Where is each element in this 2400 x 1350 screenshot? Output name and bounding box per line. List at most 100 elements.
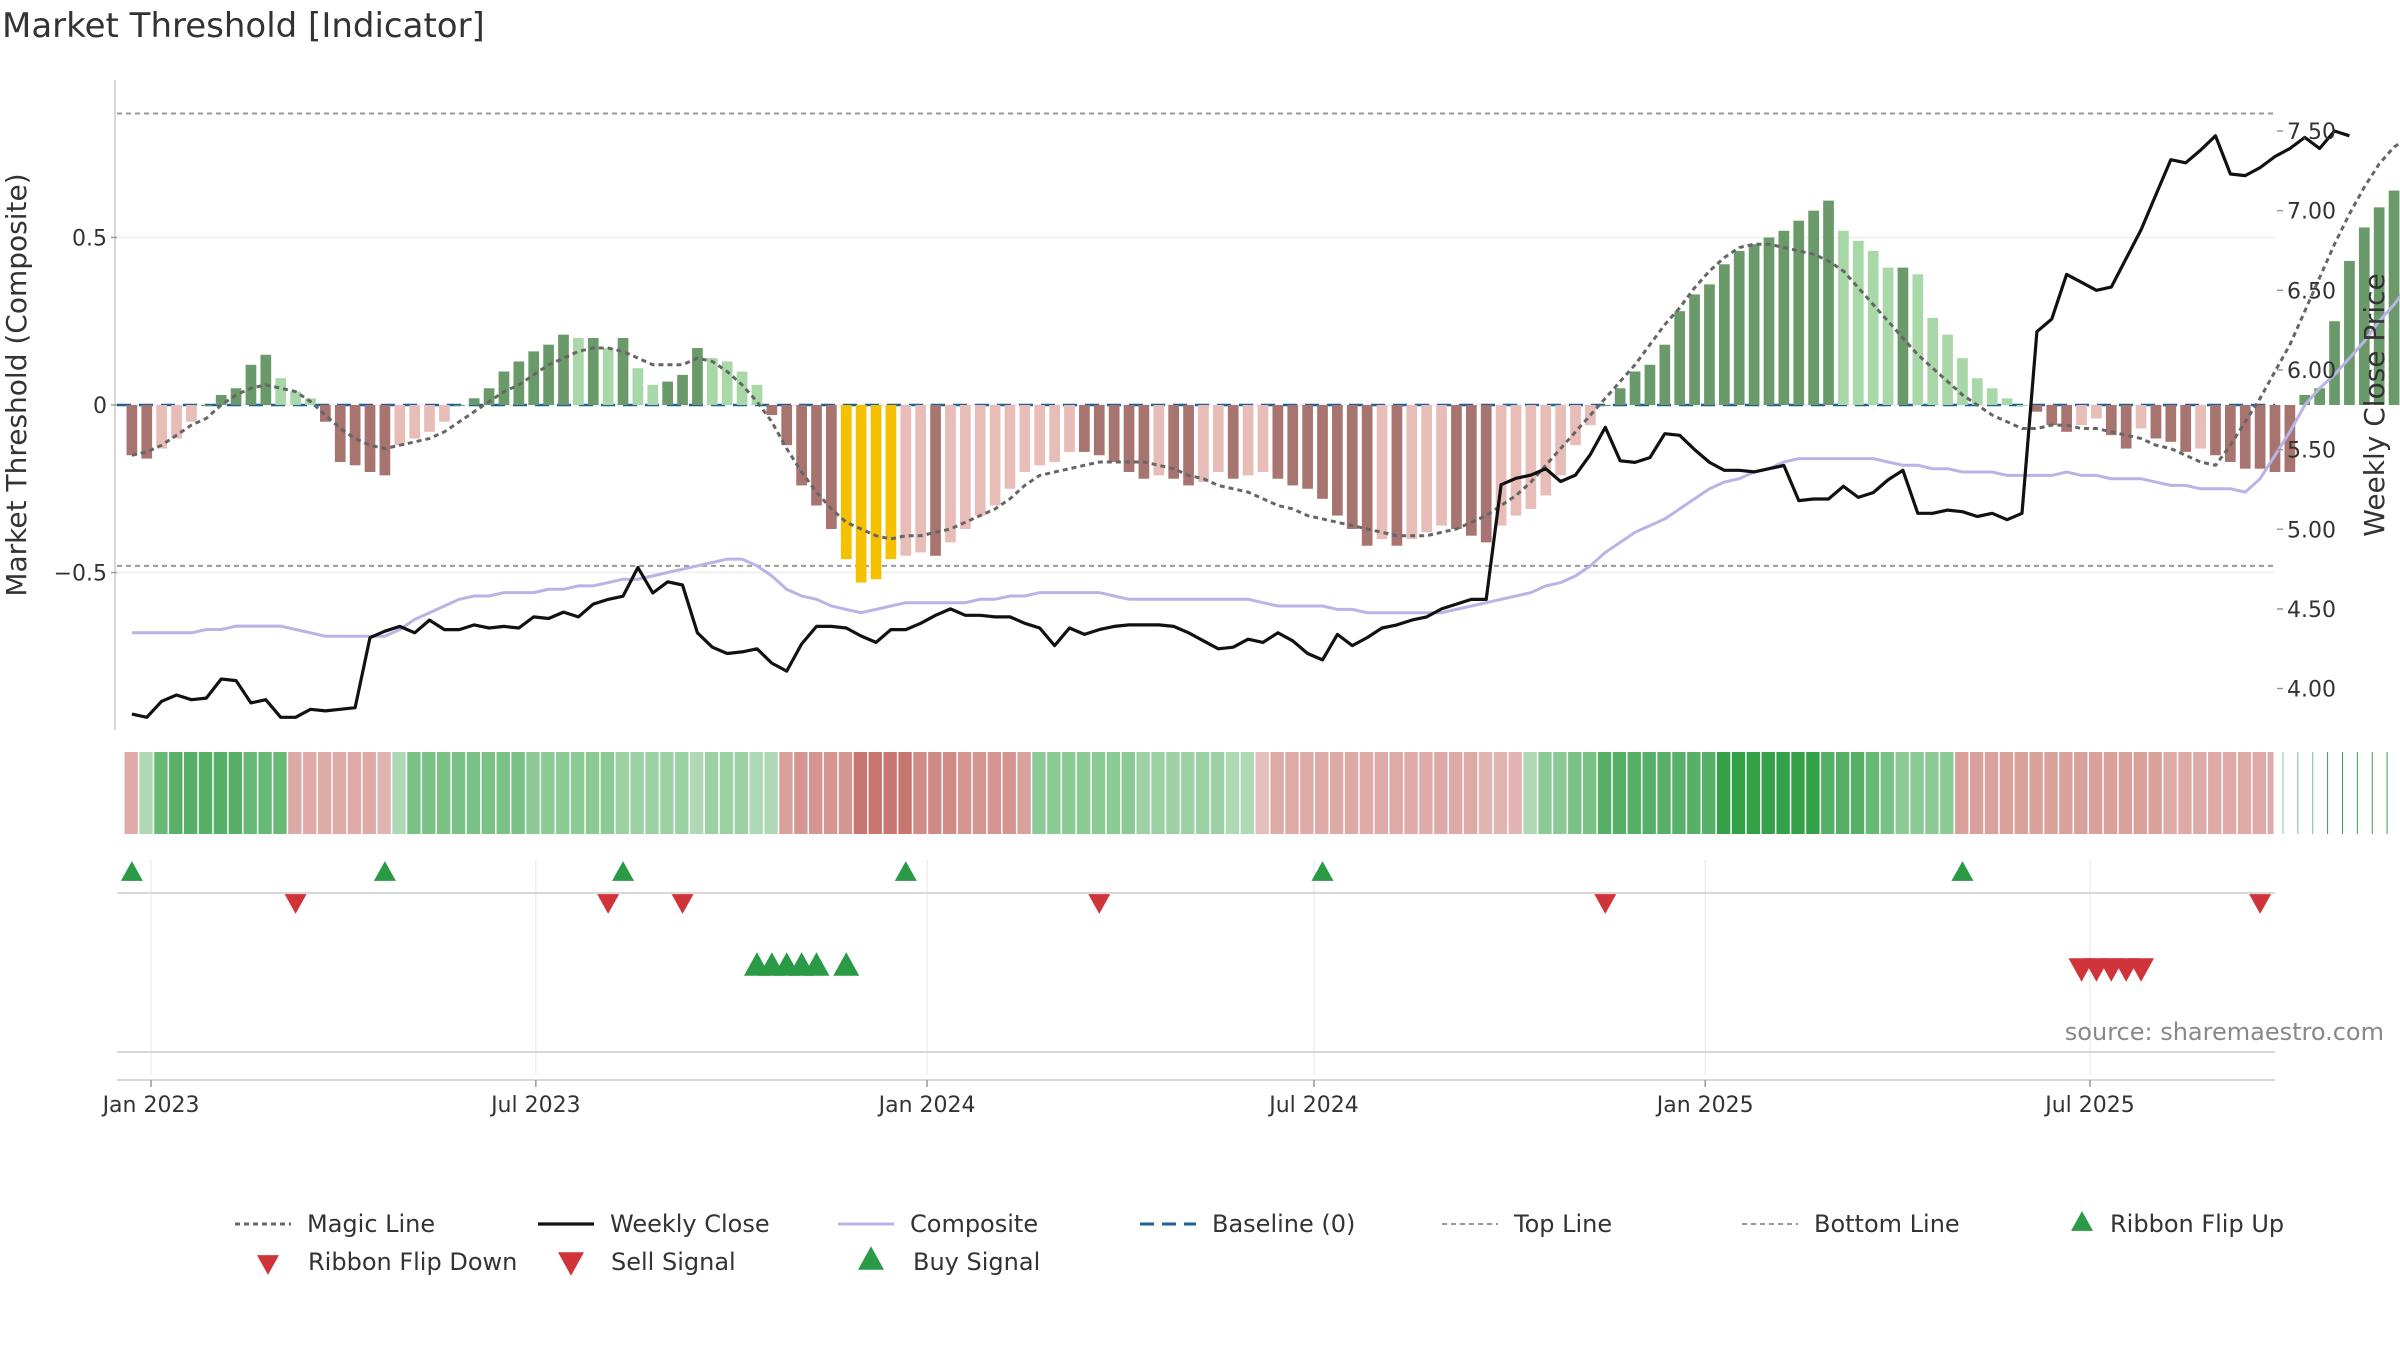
ribbon-cell-152: [2386, 752, 2388, 834]
ribbon-cell-30: [570, 752, 585, 834]
ribbon-cell-112: [1791, 752, 1805, 834]
ribbon-cell-41: [734, 752, 749, 834]
composite-bar-101: [1629, 371, 1641, 405]
ribbon-cell-32: [600, 752, 615, 834]
composite-bar-0: [126, 405, 138, 456]
composite-bar-11: [290, 391, 301, 405]
ribbon-cell-42: [749, 752, 763, 834]
ribbon-cell-67: [1121, 752, 1135, 834]
composite-bars: [126, 190, 2400, 583]
ribbon-cell-83: [1359, 752, 1374, 834]
ribbon-cell-58: [987, 752, 1002, 834]
composite-bar-25: [498, 371, 510, 405]
ribbon-cell-36: [660, 752, 674, 834]
ribbon-cell-129: [2044, 752, 2058, 834]
right-tick-label-6: 4.50: [2287, 598, 2336, 623]
ribbon-cell-0: [124, 752, 138, 834]
composite-bar-8: [245, 364, 257, 405]
left-tick-label-0: 0.5: [72, 226, 107, 251]
composite-bar-19: [409, 405, 421, 439]
x-tick-label-1: Jul 2023: [489, 1093, 581, 1118]
composite-bar-127: [2016, 405, 2028, 406]
ribbon-cell-122: [1940, 752, 1954, 834]
composite-bar-113: [1808, 210, 1819, 405]
composite-bar-88: [1436, 405, 1447, 526]
composite-bar-137: [2165, 405, 2177, 442]
ribbon-cell-23: [466, 752, 481, 834]
ribbon-cell-146: [2297, 752, 2299, 834]
composite-bar-94: [1525, 405, 1537, 509]
composite-bar-102: [1644, 364, 1656, 405]
composite-bar-138: [2180, 405, 2192, 452]
ribbon-flip-down-marker-5: [2249, 894, 2272, 914]
ribbon-strip: [124, 752, 2388, 834]
ribbon-cell-11: [288, 752, 302, 834]
ribbon-cell-104: [1672, 752, 1686, 834]
ribbon-cell-87: [1419, 752, 1433, 834]
ribbon-cell-116: [1850, 752, 1865, 834]
composite-bar-104: [1674, 311, 1686, 405]
ribbon-cell-114: [1821, 752, 1835, 834]
legend-label-close: Weekly Close: [610, 1210, 770, 1238]
ribbon-cell-64: [1076, 752, 1091, 834]
ribbon-cell-123: [1955, 752, 1969, 834]
ribbon-flip-down-marker-4: [1594, 894, 1617, 914]
composite-bar-42: [751, 384, 763, 405]
legend-swatch-sell: [558, 1252, 584, 1276]
ribbon-cell-105: [1687, 752, 1701, 834]
ribbon-cell-151: [2371, 752, 2373, 834]
ribbon-cell-22: [451, 752, 466, 834]
ribbon-cell-27: [526, 752, 540, 834]
ribbon-cell-118: [1880, 752, 1894, 834]
composite-bar-145: [2284, 405, 2296, 473]
composite-bar-109: [1748, 244, 1760, 405]
composite-bar-64: [1079, 405, 1090, 452]
composite-bar-68: [1138, 405, 1150, 479]
composite-bar-129: [2046, 405, 2058, 426]
composite-bar-118: [1882, 267, 1894, 405]
ribbon-cell-71: [1181, 752, 1195, 834]
source-note: source: sharemaestro.com: [2065, 1018, 2384, 1046]
ribbon-cell-100: [1612, 752, 1627, 834]
ribbon-cell-141: [2222, 752, 2237, 834]
ribbon-cell-59: [1002, 752, 1016, 834]
composite-bar-73: [1212, 405, 1224, 473]
ribbon-cell-128: [2029, 752, 2043, 834]
ribbon-cell-102: [1642, 752, 1656, 834]
ribbon-cell-28: [541, 752, 555, 834]
composite-bar-3: [171, 405, 182, 439]
ribbon-cell-12: [303, 752, 317, 834]
ribbon-cell-10: [273, 752, 287, 834]
ribbon-cell-66: [1106, 752, 1121, 834]
ribbon-cell-77: [1270, 752, 1284, 834]
ribbon-flip-down-marker-0: [284, 894, 307, 914]
ribbon-flip-up-marker-0: [120, 861, 143, 881]
composite-bar-141: [2224, 405, 2236, 462]
composite-bar-147: [2314, 388, 2326, 405]
ribbon-cell-2: [154, 752, 168, 834]
ribbon-cell-63: [1062, 752, 1076, 834]
ribbon-flip-up-marker-3: [894, 861, 917, 881]
ribbon-cell-13: [317, 752, 332, 834]
ribbon-flip-up-marker-5: [1951, 861, 1974, 881]
composite-bar-71: [1183, 405, 1194, 486]
composite-bar-67: [1123, 405, 1135, 473]
ribbon-cell-54: [928, 752, 942, 834]
ribbon-cell-145: [2282, 752, 2284, 834]
composite-bar-116: [1852, 240, 1864, 405]
composite-bar-54: [930, 405, 941, 556]
composite-bar-66: [1108, 405, 1120, 462]
composite-bar-125: [1986, 388, 1998, 405]
composite-bar-79: [1302, 405, 1313, 489]
ribbon-cell-137: [2163, 752, 2177, 834]
composite-bar-43: [766, 405, 778, 416]
composite-bar-72: [1198, 405, 1209, 483]
ribbon-cell-93: [1508, 752, 1522, 834]
left-axis-label: Market Threshold (Composite): [0, 173, 33, 596]
composite-bar-142: [2239, 405, 2251, 469]
composite-bar-110: [1763, 237, 1775, 405]
ribbon-cell-94: [1523, 752, 1537, 834]
ribbon-cell-88: [1434, 752, 1448, 834]
ribbon-cell-138: [2178, 752, 2192, 834]
ribbon-cell-38: [689, 752, 704, 834]
